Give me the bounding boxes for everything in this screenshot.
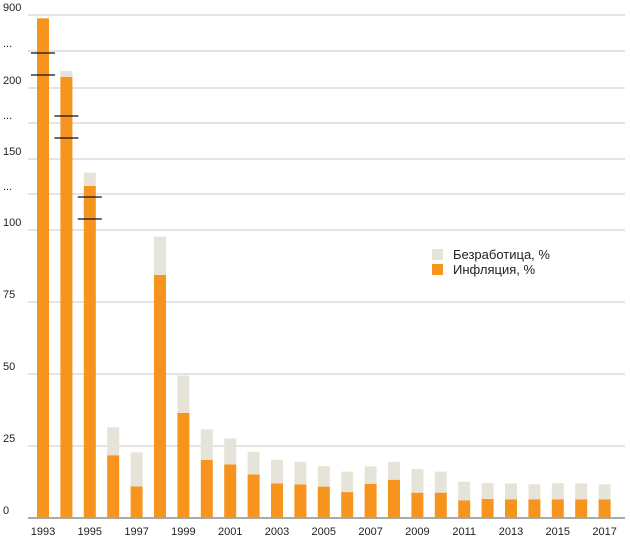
x-tick-label: 1999 [171, 526, 195, 538]
x-tick-label: 1995 [78, 526, 102, 538]
y-tick-label: 100 [3, 217, 21, 229]
bar-inflation [434, 492, 447, 518]
x-tick-label: 2015 [546, 526, 570, 538]
bar-unemployment [200, 429, 213, 460]
bar-inflation [177, 412, 190, 518]
legend-label-inflation: Инфляция, % [453, 262, 536, 277]
x-tick-label: 2007 [358, 526, 382, 538]
axis-break-markers [31, 52, 102, 220]
x-tick-label: 2005 [312, 526, 336, 538]
bar-inflation [107, 455, 120, 518]
bar-inflation [575, 499, 588, 518]
bar-unemployment [60, 70, 73, 77]
legend-label-unemployment: Безработица, % [453, 247, 550, 262]
bars [37, 17, 611, 519]
x-tick-label: 2009 [405, 526, 429, 538]
y-tick-label: 50 [3, 361, 15, 373]
bar-unemployment [317, 466, 330, 487]
bar-inflation [505, 499, 517, 518]
x-tick-label: 2001 [218, 526, 242, 538]
bar-inflation [224, 464, 237, 518]
bar-unemployment [481, 483, 494, 499]
bar-unemployment [505, 483, 517, 500]
bar-inflation [388, 479, 400, 518]
bar-unemployment [224, 438, 237, 465]
bar-inflation [294, 484, 307, 518]
bar-inflation [458, 500, 471, 518]
bar-unemployment [83, 172, 96, 186]
bar-unemployment [107, 427, 120, 456]
y-tick-label: 75 [3, 289, 15, 301]
legend-swatch-inflation [432, 264, 443, 275]
y-tick-label: 900 [3, 2, 21, 14]
bar-unemployment [247, 451, 260, 475]
bar-inflation [364, 483, 377, 518]
y-tick-label: ... [3, 38, 12, 50]
bar-unemployment [341, 471, 354, 493]
bar-unemployment [364, 466, 377, 484]
x-tick-label: 2003 [265, 526, 289, 538]
y-tick-label: 200 [3, 75, 21, 87]
bar-unemployment [458, 481, 471, 501]
bar-inflation [411, 492, 424, 518]
bar-unemployment [271, 459, 283, 484]
x-tick-label: 2011 [452, 526, 476, 538]
gridlines [28, 14, 625, 519]
bar-unemployment [177, 375, 190, 413]
y-tick-label: 0 [3, 505, 9, 517]
bar-inflation [83, 185, 96, 519]
bar-unemployment [434, 471, 447, 493]
x-tick-label: 2017 [592, 526, 616, 538]
legend-swatch-unemployment [432, 249, 443, 260]
bar-inflation [200, 459, 213, 518]
bar-unemployment [388, 461, 400, 480]
bar-inflation [317, 486, 330, 518]
bar-unemployment [575, 483, 588, 500]
legend: Безработица, % Инфляция, % [432, 247, 550, 277]
bar-inflation [271, 483, 283, 518]
bar-unemployment [551, 483, 564, 500]
bar-unemployment [130, 452, 143, 487]
bar-unemployment [154, 236, 166, 275]
x-tick-label: 1993 [31, 526, 55, 538]
y-axis-ticks: 0 25 50 75 100... 150... 200... 900 [3, 2, 21, 517]
y-tick-label: 150 [3, 146, 21, 158]
bar-inflation [154, 274, 166, 518]
bar-unemployment [294, 461, 307, 485]
bar-inflation [528, 499, 541, 518]
bar-inflation [247, 474, 260, 518]
bar-unemployment [411, 469, 424, 493]
bar-inflation [37, 18, 49, 518]
bar-inflation [481, 498, 494, 518]
y-tick-label: ... [3, 181, 12, 193]
bar-unemployment [528, 484, 541, 500]
x-tick-label: 1997 [124, 526, 148, 538]
bar-inflation [551, 499, 564, 518]
y-tick-label: 25 [3, 433, 15, 445]
bar-unemployment [598, 484, 611, 500]
x-tick-label: 2013 [499, 526, 523, 538]
bar-inflation [60, 76, 73, 519]
bar-inflation [130, 486, 143, 518]
x-axis-ticks: 1993 1995 1997 1999 2001 2003 2005 2007 2009 2011… [31, 526, 617, 538]
bar-inflation [598, 499, 611, 518]
y-tick-label: ... [3, 110, 12, 122]
bar-inflation [341, 492, 354, 518]
